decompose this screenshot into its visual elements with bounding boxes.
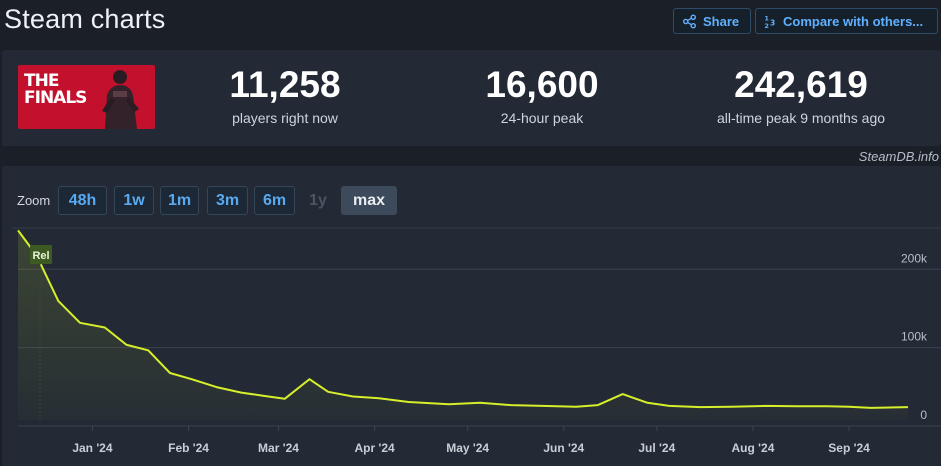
zoom-1w-button[interactable]: 1w xyxy=(114,186,154,215)
series-area xyxy=(18,230,908,420)
svg-text:3: 3 xyxy=(770,18,775,27)
zoom-1m-button[interactable]: 1m xyxy=(160,186,199,215)
compare-label: Compare with others... xyxy=(783,13,924,29)
annotation-label: Rel xyxy=(32,250,49,262)
player-count-chart: 0 100k 200k Jan '24 Feb '24 Mar '24 Apr '24 May… xyxy=(12,227,941,455)
svg-text:1: 1 xyxy=(764,14,769,22)
x-tick-label: Jul '24 xyxy=(638,441,675,455)
zoom-label: Zoom xyxy=(17,193,51,208)
x-tick-label: Aug '24 xyxy=(732,441,775,455)
zoom-1y-button: 1y xyxy=(309,191,327,209)
peak24-label: 24-hour peak xyxy=(500,110,584,126)
stat-24h-peak: 16,600 24-hour peak xyxy=(457,64,627,126)
compare-icon: 1 2 3 xyxy=(764,14,775,29)
zoom-48h-button[interactable]: 48h xyxy=(58,186,107,215)
share-icon xyxy=(682,14,697,28)
page-title: Steam charts xyxy=(4,4,166,34)
players-now-label: players right now xyxy=(232,110,338,126)
peak24-value: 16,600 xyxy=(485,64,599,105)
y-tick-label: 0 xyxy=(920,408,927,422)
share-label: Share xyxy=(703,13,740,29)
x-tick-label: Jun '24 xyxy=(543,441,584,455)
zoom-max-button[interactable]: max xyxy=(341,186,397,215)
share-button[interactable]: Share xyxy=(673,8,751,34)
x-tick-label: Apr '24 xyxy=(355,441,396,455)
x-tick-label: Mar '24 xyxy=(258,441,299,455)
chart-panel: 0 100k 200k Jan '24 Feb '24 Mar '24 Apr '24 May… xyxy=(2,166,941,466)
x-tick-label: Jan '24 xyxy=(72,441,113,455)
zoom-6m-button[interactable]: 6m xyxy=(254,186,295,215)
y-tick-label: 100k xyxy=(901,330,928,344)
x-tick-label: May '24 xyxy=(446,441,489,455)
compare-button[interactable]: 1 2 3 Compare with others... xyxy=(755,8,938,34)
x-tick-label: Sep '24 xyxy=(828,441,870,455)
game-logo[interactable]: THE FINALS xyxy=(18,65,155,129)
players-now-value: 11,258 xyxy=(229,64,341,105)
summary-panel: THE FINALS 11,258 players right now 16,6… xyxy=(2,50,941,146)
alltime-label[interactable]: all-time peak 9 months ago xyxy=(716,110,886,126)
x-tick-label: Feb '24 xyxy=(168,441,209,455)
annotation-badge xyxy=(30,245,52,264)
stat-alltime-peak: 242,619 all-time peak 9 months ago xyxy=(690,64,912,126)
y-tick-label: 200k xyxy=(901,251,928,265)
logo-wordmark: THE FINALS xyxy=(24,71,87,108)
zoom-3m-button[interactable]: 3m xyxy=(207,186,248,215)
steamdb-credit[interactable]: SteamDB.info xyxy=(858,149,939,164)
character-figure-icon xyxy=(102,70,139,129)
alltime-value: 242,619 xyxy=(734,64,868,105)
svg-text:2: 2 xyxy=(764,22,769,29)
series-line xyxy=(17,229,909,409)
stat-players-now: 11,258 players right now xyxy=(201,64,369,126)
